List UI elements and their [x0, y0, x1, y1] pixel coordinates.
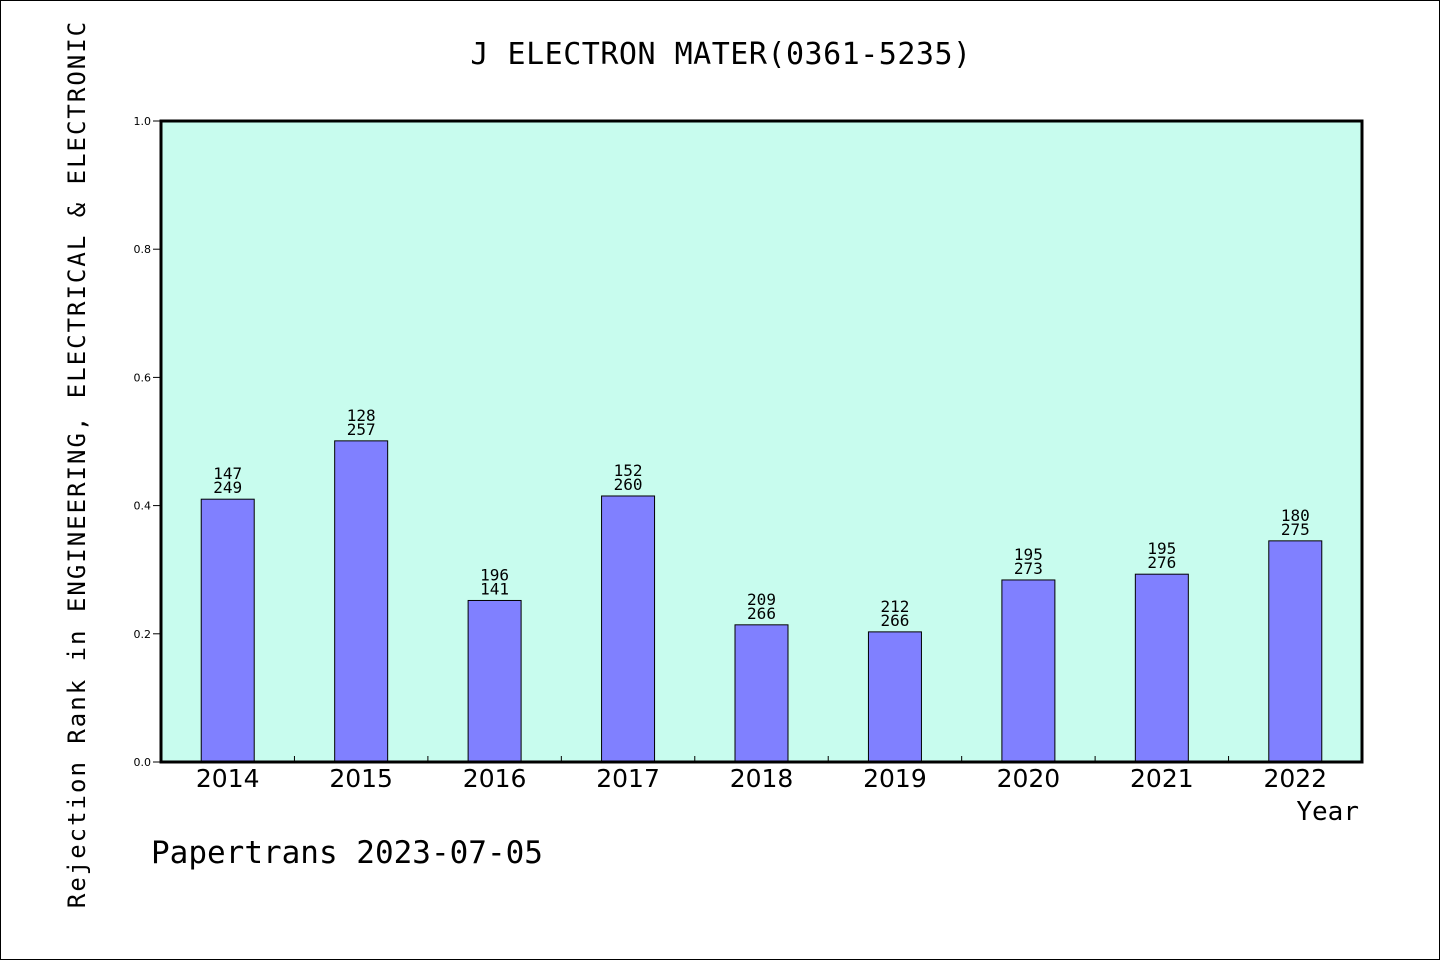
bar-label-bottom: 260	[614, 475, 643, 494]
y-tick-label: 0.6	[134, 371, 152, 384]
bar-label-bottom: 276	[1147, 553, 1176, 572]
bar-label-top: 128	[347, 406, 376, 425]
bar-label-top: 180	[1281, 506, 1310, 525]
bar-label-top: 195	[1014, 545, 1043, 564]
bar	[867, 631, 922, 763]
x-tick-label: 2020	[997, 764, 1061, 793]
y-tick-label: 0.8	[134, 243, 152, 256]
bar	[467, 599, 522, 763]
bar-label-bottom: 273	[1014, 559, 1043, 578]
y-tick-label: 1.0	[134, 115, 152, 128]
plot-frame	[159, 119, 1364, 764]
bar-label-bottom: 266	[747, 604, 776, 623]
bar	[601, 495, 656, 763]
x-tick-label: 2022	[1263, 764, 1327, 793]
bar-label-top: 152	[614, 461, 643, 480]
y-tick-label: 0.2	[134, 628, 152, 641]
footer-note: Papertrans 2023-07-05	[151, 835, 543, 871]
bar-label-top: 212	[880, 597, 909, 616]
bar-label-bottom: 249	[213, 478, 242, 497]
bar-label-top: 147	[213, 464, 242, 483]
bar-label-bottom: 141	[480, 579, 509, 598]
bar	[1134, 573, 1189, 763]
bar-label-top: 195	[1147, 539, 1176, 558]
bar	[1268, 540, 1323, 763]
x-tick-label: 2018	[730, 764, 794, 793]
y-tick-label: 0.4	[134, 500, 152, 513]
chart-title: J ELECTRON MATER(0361-5235)	[470, 37, 972, 72]
bar	[1001, 579, 1056, 763]
bar	[334, 440, 389, 763]
bar-label-bottom: 266	[880, 611, 909, 630]
bar	[734, 624, 789, 763]
bar-label-top: 209	[747, 590, 776, 609]
bar	[200, 498, 255, 763]
x-tick-label: 2021	[1130, 764, 1194, 793]
x-tick-label: 2016	[463, 764, 527, 793]
x-tick-label: 2019	[863, 764, 927, 793]
y-tick-label: 0.0	[134, 756, 152, 769]
bar-label-bottom: 257	[347, 420, 376, 439]
x-axis-label: Year	[1296, 797, 1359, 827]
x-tick-label: 2017	[596, 764, 660, 793]
bar-label-top: 196	[480, 565, 509, 584]
x-tick-label: 2015	[329, 764, 393, 793]
x-tick-label: 2014	[196, 764, 260, 793]
bar-label-bottom: 275	[1281, 520, 1310, 539]
